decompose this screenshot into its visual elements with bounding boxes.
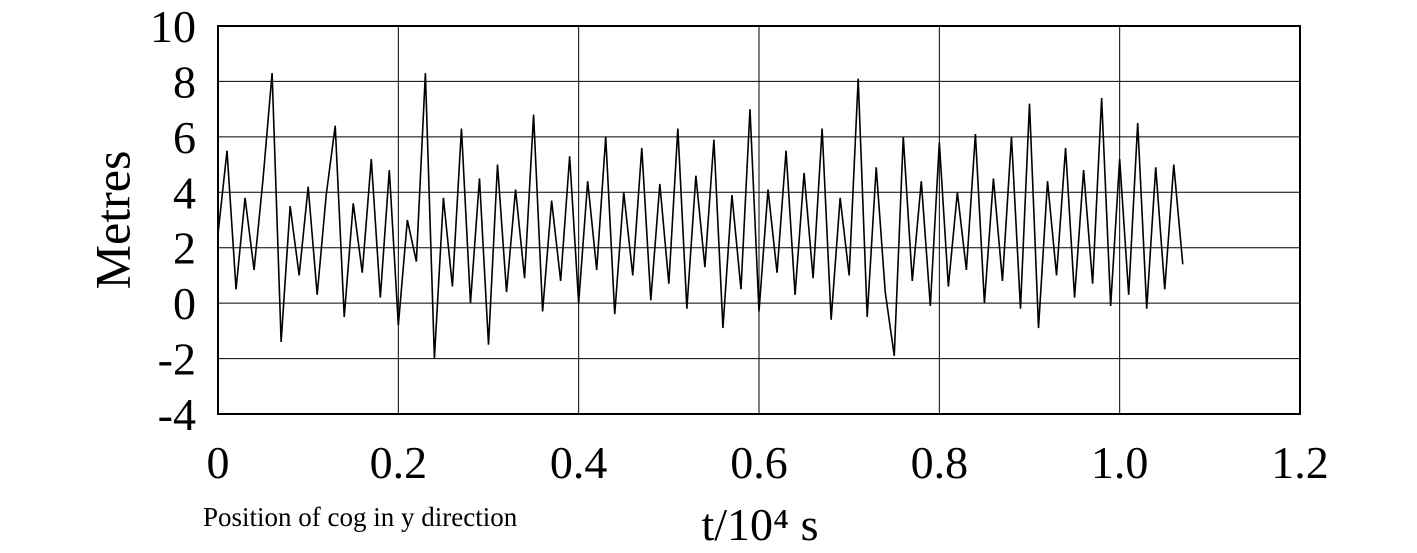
x-tick-label: 0.2 [370, 437, 428, 488]
y-tick-label: 6 [173, 112, 196, 163]
x-tick-label: 0 [207, 437, 230, 488]
y-tick-label: 0 [173, 278, 196, 329]
y-tick-label: 8 [173, 56, 196, 107]
y-tick-label: 4 [173, 167, 196, 218]
data-line [217, 73, 1184, 359]
x-tick-label: 0.8 [911, 437, 969, 488]
x-tick-label: 1.0 [1091, 437, 1149, 488]
y-tick-label: -4 [158, 389, 196, 440]
x-tick-label: 0.4 [550, 437, 608, 488]
y-axis-label: Metres [84, 151, 140, 290]
x-tick-label: 1.2 [1271, 437, 1329, 488]
x-tick-label: 0.6 [730, 437, 788, 488]
y-tick-label: 2 [173, 223, 196, 274]
y-tick-label: -2 [158, 334, 196, 385]
caption: Position of cog in y direction [203, 502, 518, 532]
grid [217, 25, 1301, 415]
plot [217, 73, 1184, 359]
y-tick-label: 10 [150, 1, 196, 52]
x-axis-label: t/10⁴ s [702, 499, 819, 550]
